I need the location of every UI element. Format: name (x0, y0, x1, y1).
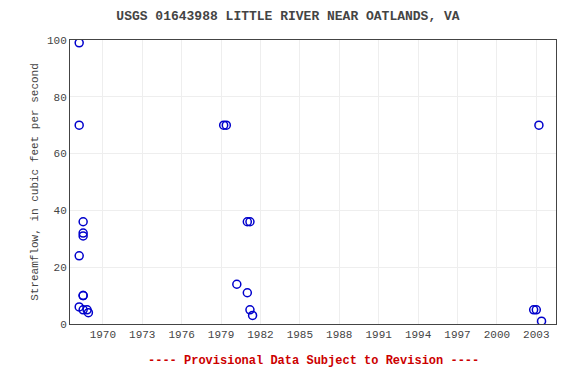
svg-text:1979: 1979 (208, 329, 234, 341)
svg-text:80: 80 (54, 92, 67, 104)
svg-text:1997: 1997 (444, 329, 470, 341)
svg-text:1970: 1970 (90, 329, 116, 341)
svg-text:1973: 1973 (129, 329, 155, 341)
svg-text:0: 0 (60, 319, 67, 331)
svg-text:60: 60 (54, 148, 67, 160)
svg-text:100: 100 (47, 35, 67, 47)
svg-text:1985: 1985 (287, 329, 313, 341)
svg-text:1991: 1991 (365, 329, 392, 341)
svg-text:---- Provisional Data Subject: ---- Provisional Data Subject to Revisio… (148, 354, 479, 368)
svg-text:USGS 01643988 LITTLE RIVER NEA: USGS 01643988 LITTLE RIVER NEAR OATLANDS… (116, 9, 459, 24)
svg-text:1976: 1976 (168, 329, 194, 341)
svg-text:1982: 1982 (247, 329, 273, 341)
svg-text:2003: 2003 (523, 329, 549, 341)
svg-text:Streamflow, in cubic feet per: Streamflow, in cubic feet per second (29, 63, 41, 301)
svg-text:1994: 1994 (405, 329, 432, 341)
svg-text:40: 40 (54, 205, 67, 217)
svg-text:2000: 2000 (484, 329, 510, 341)
svg-text:20: 20 (54, 262, 67, 274)
svg-text:1988: 1988 (326, 329, 352, 341)
